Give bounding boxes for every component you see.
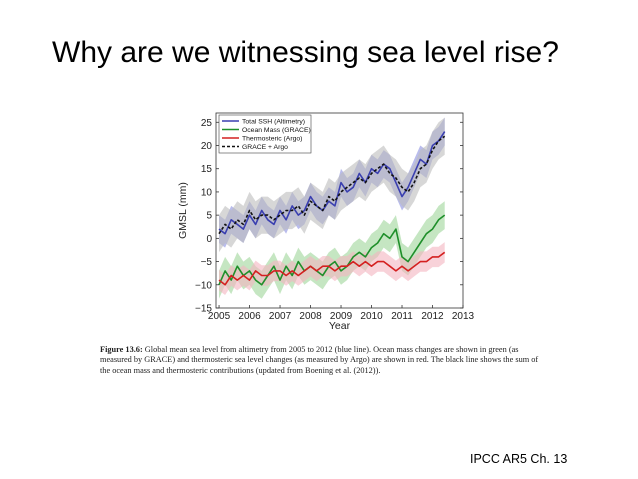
axes: −15 −10 −5 0 5 10 15 20 25 2005 2006 2007 2008 2009 20… xyxy=(177,118,475,332)
y-tick-label: 5 xyxy=(206,211,212,222)
y-axis-label: GMSL (mm) xyxy=(177,182,189,239)
figure-caption-label: Figure 13.6: xyxy=(100,345,143,354)
y-tick-label: 25 xyxy=(201,118,213,129)
x-axis-label: Year xyxy=(329,320,351,332)
y-tick-label: −10 xyxy=(195,280,212,291)
line-series-2 xyxy=(218,251,446,286)
x-tick-label: 2013 xyxy=(452,311,475,322)
sea-level-chart: −15 −10 −5 0 5 10 15 20 25 2005 2006 2007 2008 2009 20… xyxy=(160,100,480,332)
legend: Total SSH (Altimetry)Ocean Mass (GRACE) T… xyxy=(218,114,312,154)
source-citation: IPCC AR5 Ch. 13 xyxy=(470,452,568,466)
x-tick-label: 2012 xyxy=(421,311,444,322)
y-tick-label: 0 xyxy=(206,234,212,245)
x-tick-label: 2005 xyxy=(208,311,231,322)
y-tick-label: 15 xyxy=(201,164,213,175)
chart-svg: −15 −10 −5 0 5 10 15 20 25 2005 2006 2007 2008 2009 20… xyxy=(177,112,475,332)
line-series-3 xyxy=(218,135,446,235)
y-tick-label: −5 xyxy=(201,257,213,268)
x-tick-label: 2006 xyxy=(238,311,261,322)
slide-title: Why are we witnessing sea level rise? xyxy=(52,36,559,69)
x-tick-label: 2010 xyxy=(360,311,383,322)
series-lines xyxy=(218,131,446,286)
y-tick-label: 20 xyxy=(201,141,213,152)
legend-entry-label: Thermosteric (Argo) xyxy=(242,136,302,143)
line-series-1 xyxy=(218,214,446,286)
y-tick-label: −15 xyxy=(195,304,212,315)
legend-entry-label: Ocean Mass (GRACE) xyxy=(242,127,311,134)
figure-caption-text: Global mean sea level from altimetry fro… xyxy=(100,345,539,375)
x-tick-label: 2011 xyxy=(391,311,413,322)
x-tick-label: 2007 xyxy=(269,311,292,322)
figure-caption: Figure 13.6: Global mean sea level from … xyxy=(100,345,540,376)
x-tick-label: 2009 xyxy=(330,311,353,322)
x-tick-label: 2008 xyxy=(299,311,322,322)
legend-entry-label: GRACE + Argo xyxy=(242,144,288,151)
line-series-0 xyxy=(218,131,446,235)
y-tick-label: 10 xyxy=(201,187,213,198)
legend-entry-label: Total SSH (Altimetry) xyxy=(242,119,305,126)
